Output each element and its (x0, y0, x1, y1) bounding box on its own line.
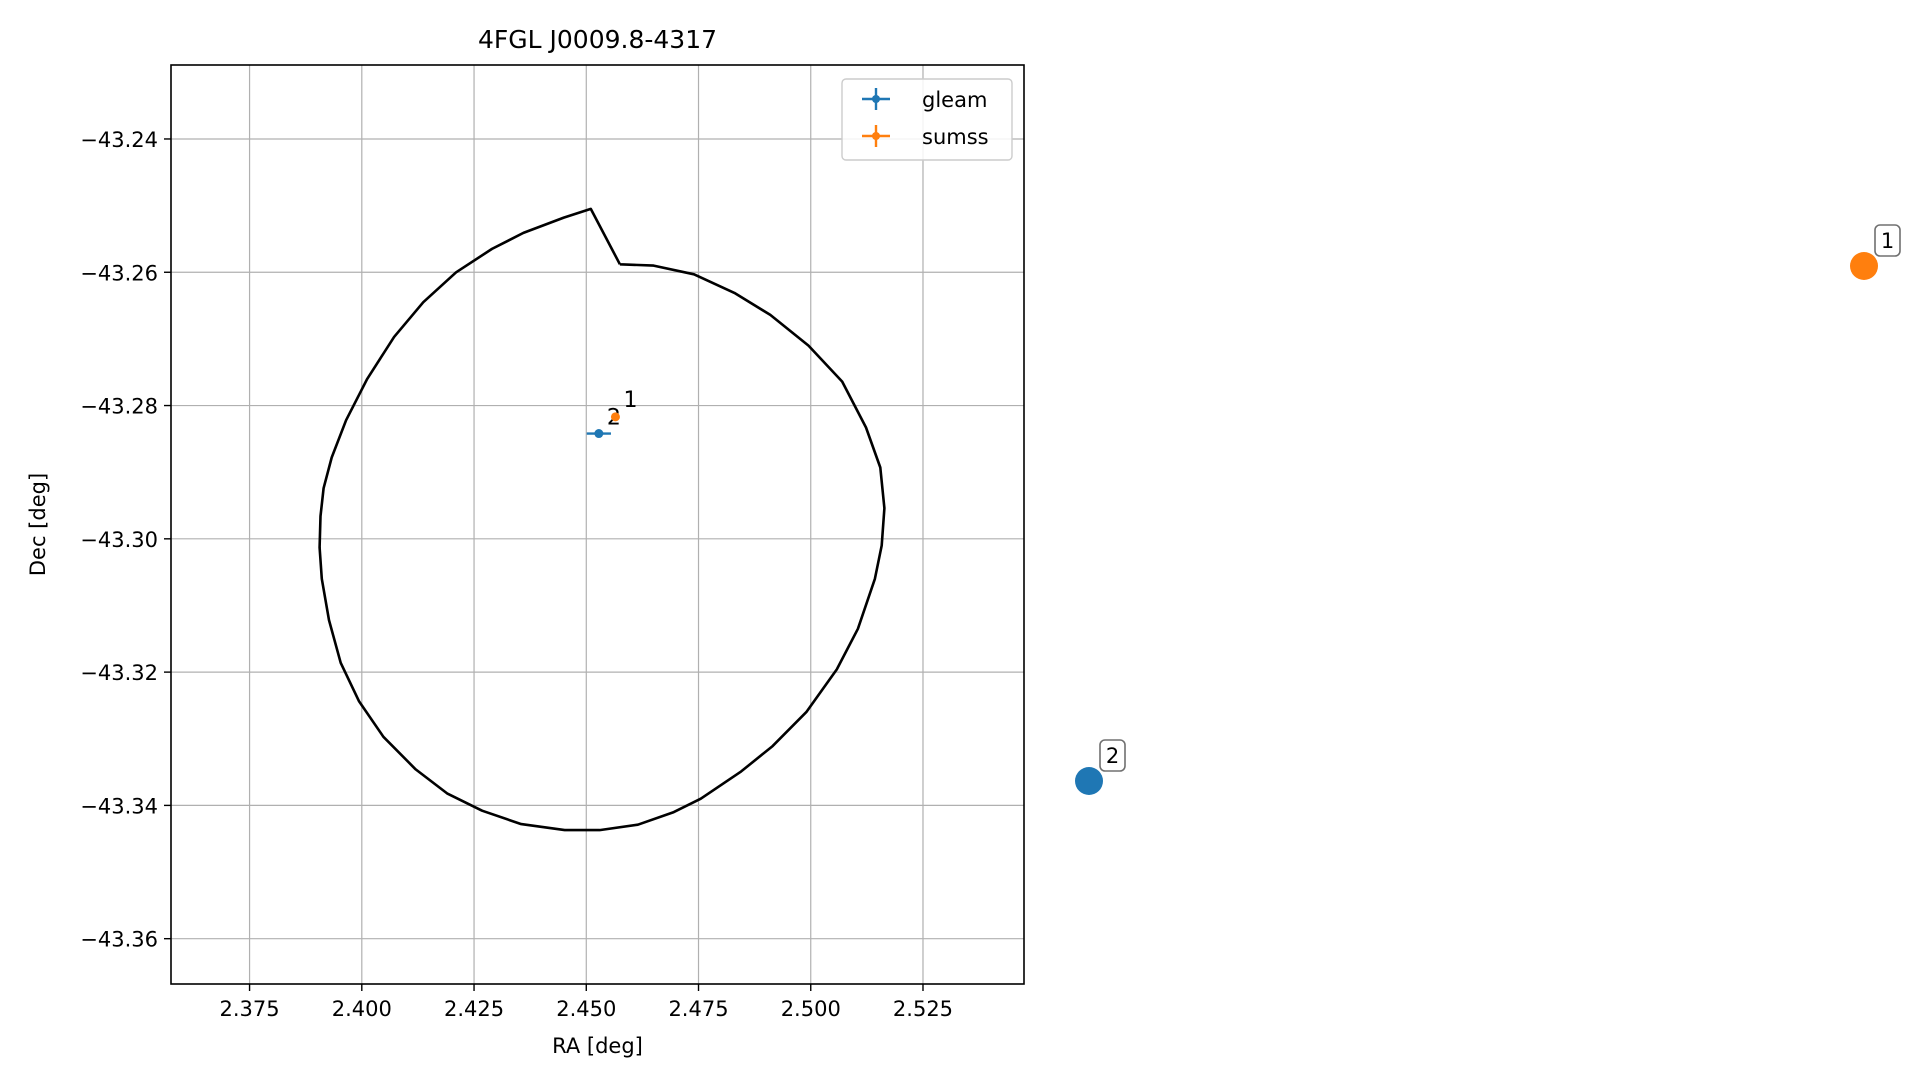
legend-marker-dot-gleam (872, 95, 880, 103)
y-tick-label: −43.28 (80, 395, 158, 419)
axes-frame (170, 64, 1025, 985)
x-tick-label: 2.450 (556, 997, 616, 1021)
x-axis-label: RA [deg] (552, 1034, 643, 1058)
legend-label-gleam: gleam (922, 88, 987, 112)
x-tick-label: 2.425 (444, 997, 504, 1021)
y-tick-label: −43.24 (80, 128, 158, 152)
x-tick-label: 2.375 (220, 997, 280, 1021)
annotation-badge-2 (1099, 739, 1126, 772)
annotation-label-1: 1 (1881, 229, 1894, 253)
legend-marker-dot-sumss (872, 132, 880, 140)
annotation-marker-2 (1075, 767, 1103, 795)
plot-area (171, 65, 1024, 984)
sumss-point-label: 1 (623, 388, 637, 413)
legend-label-sumss: sumss (922, 125, 989, 149)
y-tick-label: −43.32 (80, 661, 158, 685)
error-ellipse (318, 207, 886, 832)
annotation-badge-1 (1874, 224, 1901, 257)
annotation-marker-1 (1850, 252, 1878, 280)
annotation-label-2: 2 (1106, 744, 1119, 768)
x-tick-label: 2.475 (668, 997, 728, 1021)
x-tick-label: 2.525 (893, 997, 953, 1021)
x-tick-label: 2.400 (332, 997, 392, 1021)
y-axis-label: Dec [deg] (26, 473, 50, 576)
chart-title: 4FGL J0009.8-4317 (478, 25, 717, 54)
y-tick-label: −43.26 (80, 261, 158, 285)
y-tick-label: −43.34 (80, 794, 158, 818)
gleam-point (594, 429, 604, 439)
y-tick-label: −43.30 (80, 528, 158, 552)
x-tick-label: 2.500 (781, 997, 841, 1021)
sumss-point (610, 412, 620, 422)
y-tick-label: −43.36 (80, 928, 158, 952)
